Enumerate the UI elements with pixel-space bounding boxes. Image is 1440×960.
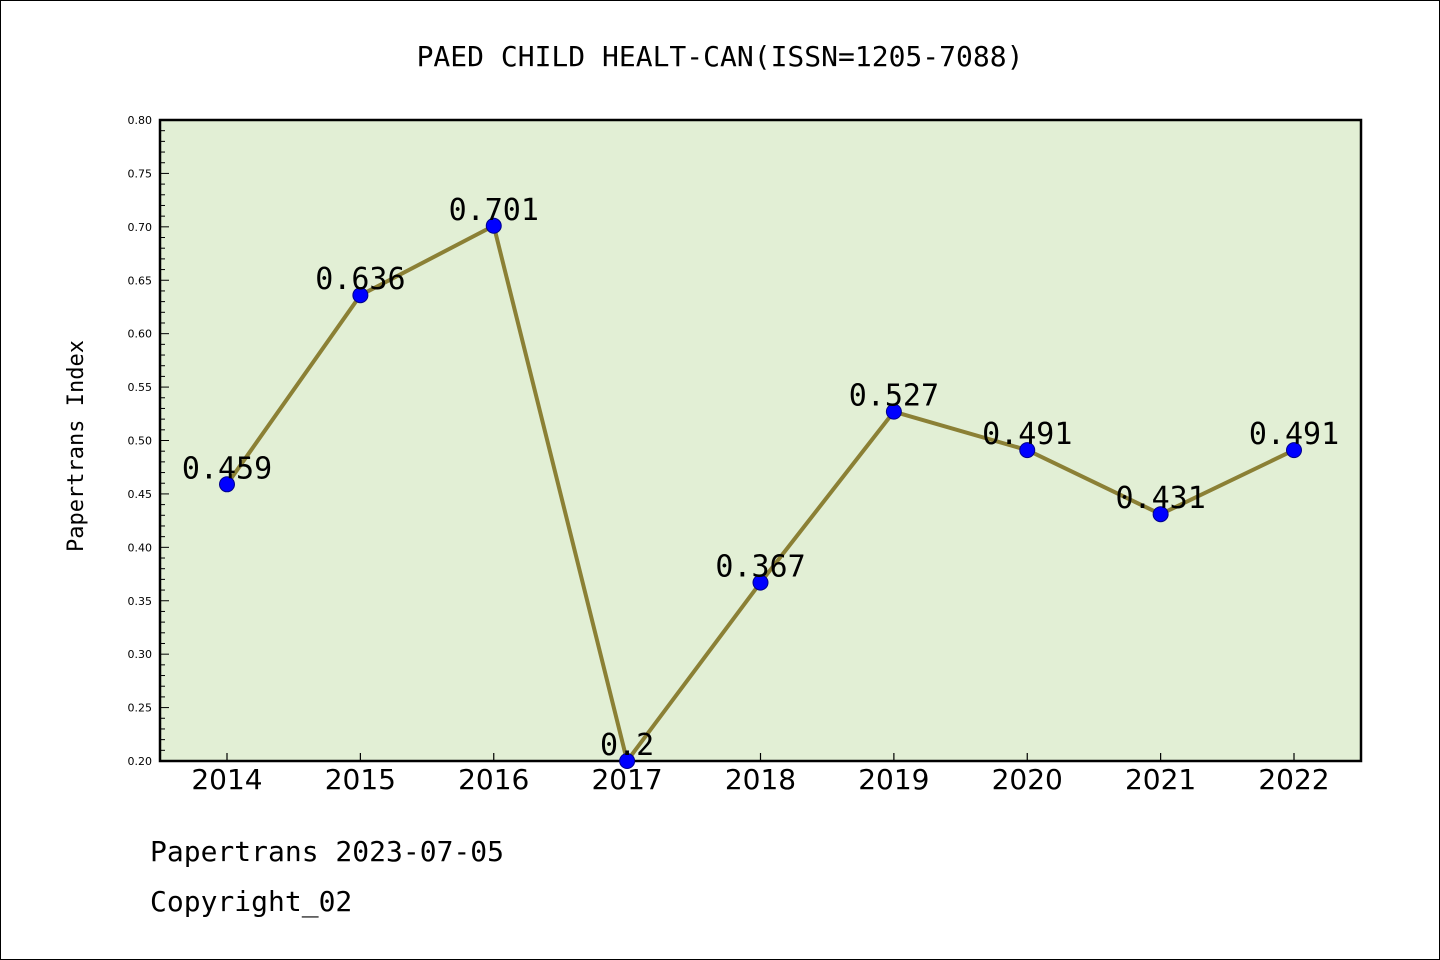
x-tick-label: 2019 bbox=[858, 763, 929, 796]
footer-copyright-text: Copyright_02 bbox=[150, 885, 353, 918]
x-tick-label: 2018 bbox=[725, 763, 796, 796]
y-tick-label: 0.50 bbox=[128, 435, 153, 448]
x-tick-label: 2016 bbox=[458, 763, 529, 796]
y-axis-label: Papertrans Index bbox=[64, 340, 89, 552]
y-tick-label: 0.55 bbox=[128, 381, 153, 394]
x-tick-label: 2015 bbox=[325, 763, 396, 796]
y-tick-label: 0.20 bbox=[128, 755, 153, 768]
y-tick-label: 0.35 bbox=[128, 595, 153, 608]
x-tick-label: 2021 bbox=[1125, 763, 1196, 796]
y-axis: 0.20 0.25 0.30 0.35 0.40 0.45 0.50 0.55 0.60 0.65… bbox=[128, 114, 169, 768]
x-tick-label: 2022 bbox=[1258, 763, 1329, 796]
data-point-2017 bbox=[619, 753, 636, 769]
footer-date-text: Papertrans 2023-07-05 bbox=[150, 835, 505, 868]
y-tick-label: 0.80 bbox=[128, 114, 153, 127]
data-point-2015 bbox=[352, 287, 369, 304]
data-label-2021: 0.431 bbox=[1115, 481, 1205, 516]
data-label-2018: 0.367 bbox=[715, 550, 805, 585]
data-label-2015: 0.636 bbox=[315, 262, 405, 297]
x-axis: 2014 2015 2016 2017 2018 2019 2020 2021 2022 bbox=[191, 753, 1330, 796]
y-tick-label: 0.70 bbox=[128, 221, 153, 234]
y-tick-label: 0.40 bbox=[128, 541, 153, 554]
data-label-2019: 0.527 bbox=[849, 379, 939, 414]
data-point-2014 bbox=[219, 476, 235, 493]
data-label-2020: 0.491 bbox=[982, 417, 1072, 452]
y-tick-label: 0.25 bbox=[128, 702, 153, 715]
x-tick-label: 2014 bbox=[191, 763, 262, 796]
y-tick-label: 0.60 bbox=[128, 328, 153, 341]
y-tick-label: 0.65 bbox=[128, 274, 153, 287]
data-label-2014: 0.459 bbox=[182, 451, 272, 486]
data-label-2017: 0.2 bbox=[600, 728, 654, 763]
chart-title: PAED CHILD HEALT-CAN(ISSN=1205-7088) bbox=[417, 40, 1024, 73]
data-point-2019 bbox=[885, 403, 902, 420]
y-tick-label: 0.30 bbox=[128, 648, 153, 661]
data-labels: 0.459 0.636 0.701 0.2 0.367 0.527 0.491 0.431 0.… bbox=[182, 193, 1339, 763]
x-tick-label: 2020 bbox=[992, 763, 1063, 796]
data-point-2020 bbox=[1019, 442, 1036, 459]
plot-area bbox=[158, 118, 1363, 763]
data-label-2022: 0.491 bbox=[1249, 417, 1339, 452]
data-label-2016: 0.701 bbox=[449, 193, 539, 228]
data-point-2021 bbox=[1152, 506, 1169, 523]
data-point-2016 bbox=[485, 217, 502, 234]
series bbox=[219, 217, 1302, 769]
y-tick-label: 0.75 bbox=[128, 167, 153, 180]
data-point-2022 bbox=[1286, 442, 1302, 459]
data-point-2018 bbox=[752, 574, 769, 591]
y-tick-label: 0.45 bbox=[128, 488, 153, 501]
